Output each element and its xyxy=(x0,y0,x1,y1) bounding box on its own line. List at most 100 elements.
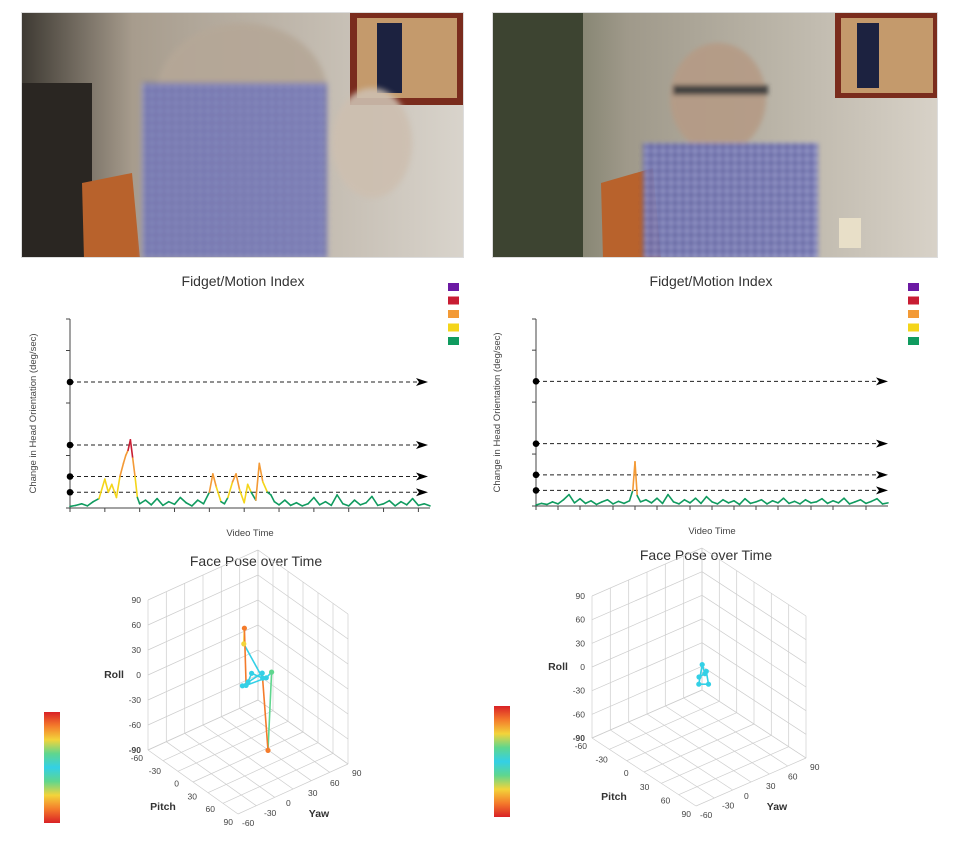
roll-axis-label: Roll xyxy=(548,661,568,673)
series-segment xyxy=(250,491,257,501)
series-segment xyxy=(138,499,147,505)
roll-tick-label: -90 xyxy=(573,733,586,743)
video-frame-right-illustration xyxy=(493,13,937,257)
series-segment xyxy=(826,500,834,505)
face-pose-chart-right: Face Pose over Time 9060300-30-60-90-60-… xyxy=(494,547,820,820)
video-frame-image xyxy=(492,12,938,258)
yaw-tick-label: 90 xyxy=(352,768,362,778)
trajectory-point xyxy=(259,670,265,676)
series-segment xyxy=(617,500,625,505)
x-axis-label: Video Time xyxy=(688,526,735,537)
series-segment xyxy=(821,497,829,505)
series-segment xyxy=(423,502,431,507)
trajectory-segment xyxy=(267,672,273,751)
threshold-arrow-240 xyxy=(876,377,888,386)
left-panel: Fidget/Motion Index Change in Head Orien… xyxy=(0,0,470,844)
series-segment xyxy=(107,483,113,494)
series-segment xyxy=(382,499,391,505)
series-segment xyxy=(388,499,396,507)
y-axis-label: Change in Head Orientation (deg/sec) xyxy=(28,333,39,493)
legend-swatch xyxy=(448,337,459,345)
series-segment xyxy=(678,498,686,505)
series-segment xyxy=(243,483,249,504)
pitch-tick-label: -60 xyxy=(575,741,588,751)
series-segment xyxy=(359,501,367,506)
colorbar-gradient xyxy=(44,712,60,823)
chart-title: Fidget/Motion Index xyxy=(182,273,305,289)
series-segment xyxy=(557,498,565,505)
trajectory-point xyxy=(241,625,247,631)
legend-swatch xyxy=(908,323,919,332)
series-segment xyxy=(876,497,884,505)
series-segment xyxy=(173,496,182,506)
series-segment xyxy=(255,462,261,501)
yaw-tick-label: -30 xyxy=(264,808,277,818)
trajectory-point xyxy=(241,641,247,647)
grid-line xyxy=(257,574,349,640)
series-segment xyxy=(854,498,862,503)
series-segment xyxy=(104,478,110,494)
series-segment xyxy=(837,497,845,504)
yaw-tick-label: 0 xyxy=(286,798,291,808)
series-segment xyxy=(766,500,774,505)
grid-line xyxy=(257,549,349,615)
threshold-dot-240 xyxy=(66,378,74,386)
series-segment xyxy=(722,498,730,504)
series-segment xyxy=(546,501,554,506)
pose-trajectory xyxy=(696,662,712,687)
series-segment xyxy=(371,495,379,507)
series-segment xyxy=(639,498,647,503)
series-segment xyxy=(579,497,587,505)
trajectory-point xyxy=(696,674,702,680)
threshold-dot-240 xyxy=(532,378,540,385)
series-segment xyxy=(584,500,592,505)
legend xyxy=(448,283,459,345)
trajectory-point xyxy=(699,662,705,668)
series-segment xyxy=(289,501,298,507)
pose-chart-title: Face Pose over Time xyxy=(190,553,322,569)
series-segment xyxy=(353,499,362,506)
series-segment xyxy=(799,498,807,505)
motion-series xyxy=(535,461,889,506)
legend-swatch xyxy=(448,283,459,291)
roll-tick-label: 30 xyxy=(576,638,586,648)
series-segment xyxy=(612,500,620,505)
trajectory-point xyxy=(703,668,709,675)
yaw-tick-label: 30 xyxy=(308,788,318,798)
yaw-tick-label: -60 xyxy=(242,818,255,828)
series-segment xyxy=(86,500,95,507)
series-segment xyxy=(540,502,548,506)
series-segment xyxy=(573,497,581,504)
threshold-dot-60 xyxy=(66,473,74,480)
series-segment xyxy=(865,500,873,505)
pose-3d-grid xyxy=(147,549,349,815)
x-axis-label: Video Time xyxy=(226,528,273,539)
roll-tick-label: 30 xyxy=(132,645,142,655)
y-axis-label: Change in Head Orientation (deg/sec) xyxy=(492,332,503,492)
roll-tick-label: -30 xyxy=(129,695,142,705)
pose-chart-title: Face Pose over Time xyxy=(640,547,772,563)
series-segment xyxy=(661,493,669,505)
pitch-tick-label: 90 xyxy=(682,809,692,819)
series-segment xyxy=(590,500,598,506)
series-segment xyxy=(788,500,796,505)
series-segment xyxy=(136,496,141,505)
series-segment xyxy=(162,500,170,507)
series-segment xyxy=(705,495,713,503)
series-segment xyxy=(258,462,264,483)
series-segment xyxy=(535,502,543,506)
series-segment xyxy=(238,488,245,504)
grid-line xyxy=(626,712,737,762)
series-segment xyxy=(235,473,241,491)
threshold-arrow-30 xyxy=(416,488,428,497)
yaw-axis-label: Yaw xyxy=(767,801,788,813)
video-frame-image xyxy=(21,12,464,258)
series-segment xyxy=(301,502,309,507)
series-segment xyxy=(551,501,559,505)
yaw-tick-label: 30 xyxy=(766,781,776,791)
colorbar-gradient xyxy=(494,706,510,817)
series-segment xyxy=(347,499,356,507)
series-segment xyxy=(223,496,229,505)
series-segment xyxy=(755,498,763,503)
